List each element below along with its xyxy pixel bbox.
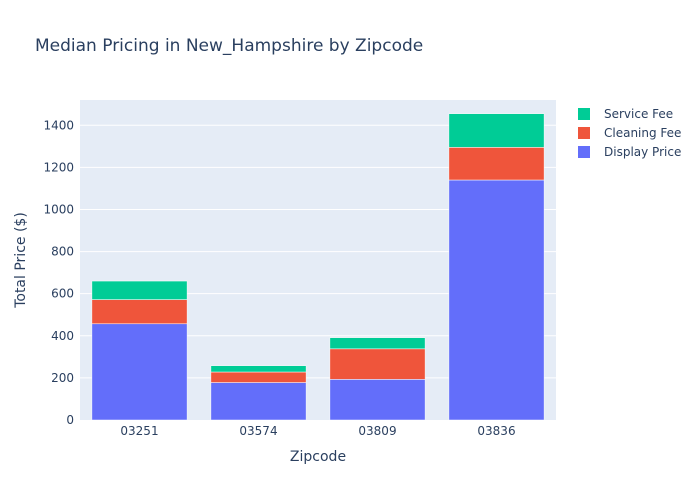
- bar-display-price-03809[interactable]: [329, 379, 426, 421]
- bar-cleaning-fee-03809[interactable]: [329, 348, 426, 380]
- x-tick-label: 03836: [477, 424, 515, 438]
- legend-item-service-fee[interactable]: Service Fee: [578, 107, 673, 121]
- legend-swatch: [578, 127, 590, 139]
- bar-cleaning-fee-03251[interactable]: [91, 299, 188, 325]
- y-tick-label: 600: [51, 287, 74, 301]
- y-tick-label: 1400: [43, 118, 74, 132]
- y-tick-labels: 0 200 400 600 800 1000 1200 1400: [43, 118, 74, 427]
- x-tick-label: 03251: [120, 424, 158, 438]
- y-tick-label: 800: [51, 245, 74, 259]
- legend[interactable]: Service Fee Cleaning Fee Display Price: [578, 107, 681, 159]
- y-tick-label: 200: [51, 371, 74, 385]
- legend-item-display-price[interactable]: Display Price: [578, 145, 681, 159]
- y-tick-label: 1000: [43, 202, 74, 216]
- bar-service-fee-03836[interactable]: [448, 113, 545, 148]
- chart-title: Median Pricing in New_Hampshire by Zipco…: [35, 36, 423, 56]
- bar-service-fee-03251[interactable]: [91, 280, 188, 300]
- legend-swatch: [578, 108, 590, 120]
- x-tick-label: 03809: [358, 424, 396, 438]
- bars[interactable]: [91, 113, 545, 421]
- bar-service-fee-03809[interactable]: [329, 337, 426, 350]
- legend-label: Service Fee: [604, 107, 673, 121]
- bar-display-price-03836[interactable]: [448, 179, 545, 421]
- bar-display-price-03251[interactable]: [91, 323, 188, 421]
- legend-item-cleaning-fee[interactable]: Cleaning Fee: [578, 126, 681, 140]
- bar-service-fee-03574[interactable]: [210, 365, 307, 373]
- bar-cleaning-fee-03574[interactable]: [210, 371, 307, 383]
- bar-display-price-03574[interactable]: [210, 382, 307, 421]
- y-tick-label: 0: [66, 413, 74, 427]
- y-tick-label: 400: [51, 329, 74, 343]
- legend-swatch: [578, 146, 590, 158]
- x-tick-label: 03574: [239, 424, 277, 438]
- y-tick-label: 1200: [43, 160, 74, 174]
- bar-cleaning-fee-03836[interactable]: [448, 147, 545, 181]
- x-tick-labels: 03251 03574 03809 03836: [120, 424, 515, 438]
- legend-label: Display Price: [604, 145, 681, 159]
- x-axis-title: Zipcode: [290, 449, 346, 465]
- y-axis-title: Total Price ($): [13, 212, 29, 309]
- legend-label: Cleaning Fee: [604, 126, 681, 140]
